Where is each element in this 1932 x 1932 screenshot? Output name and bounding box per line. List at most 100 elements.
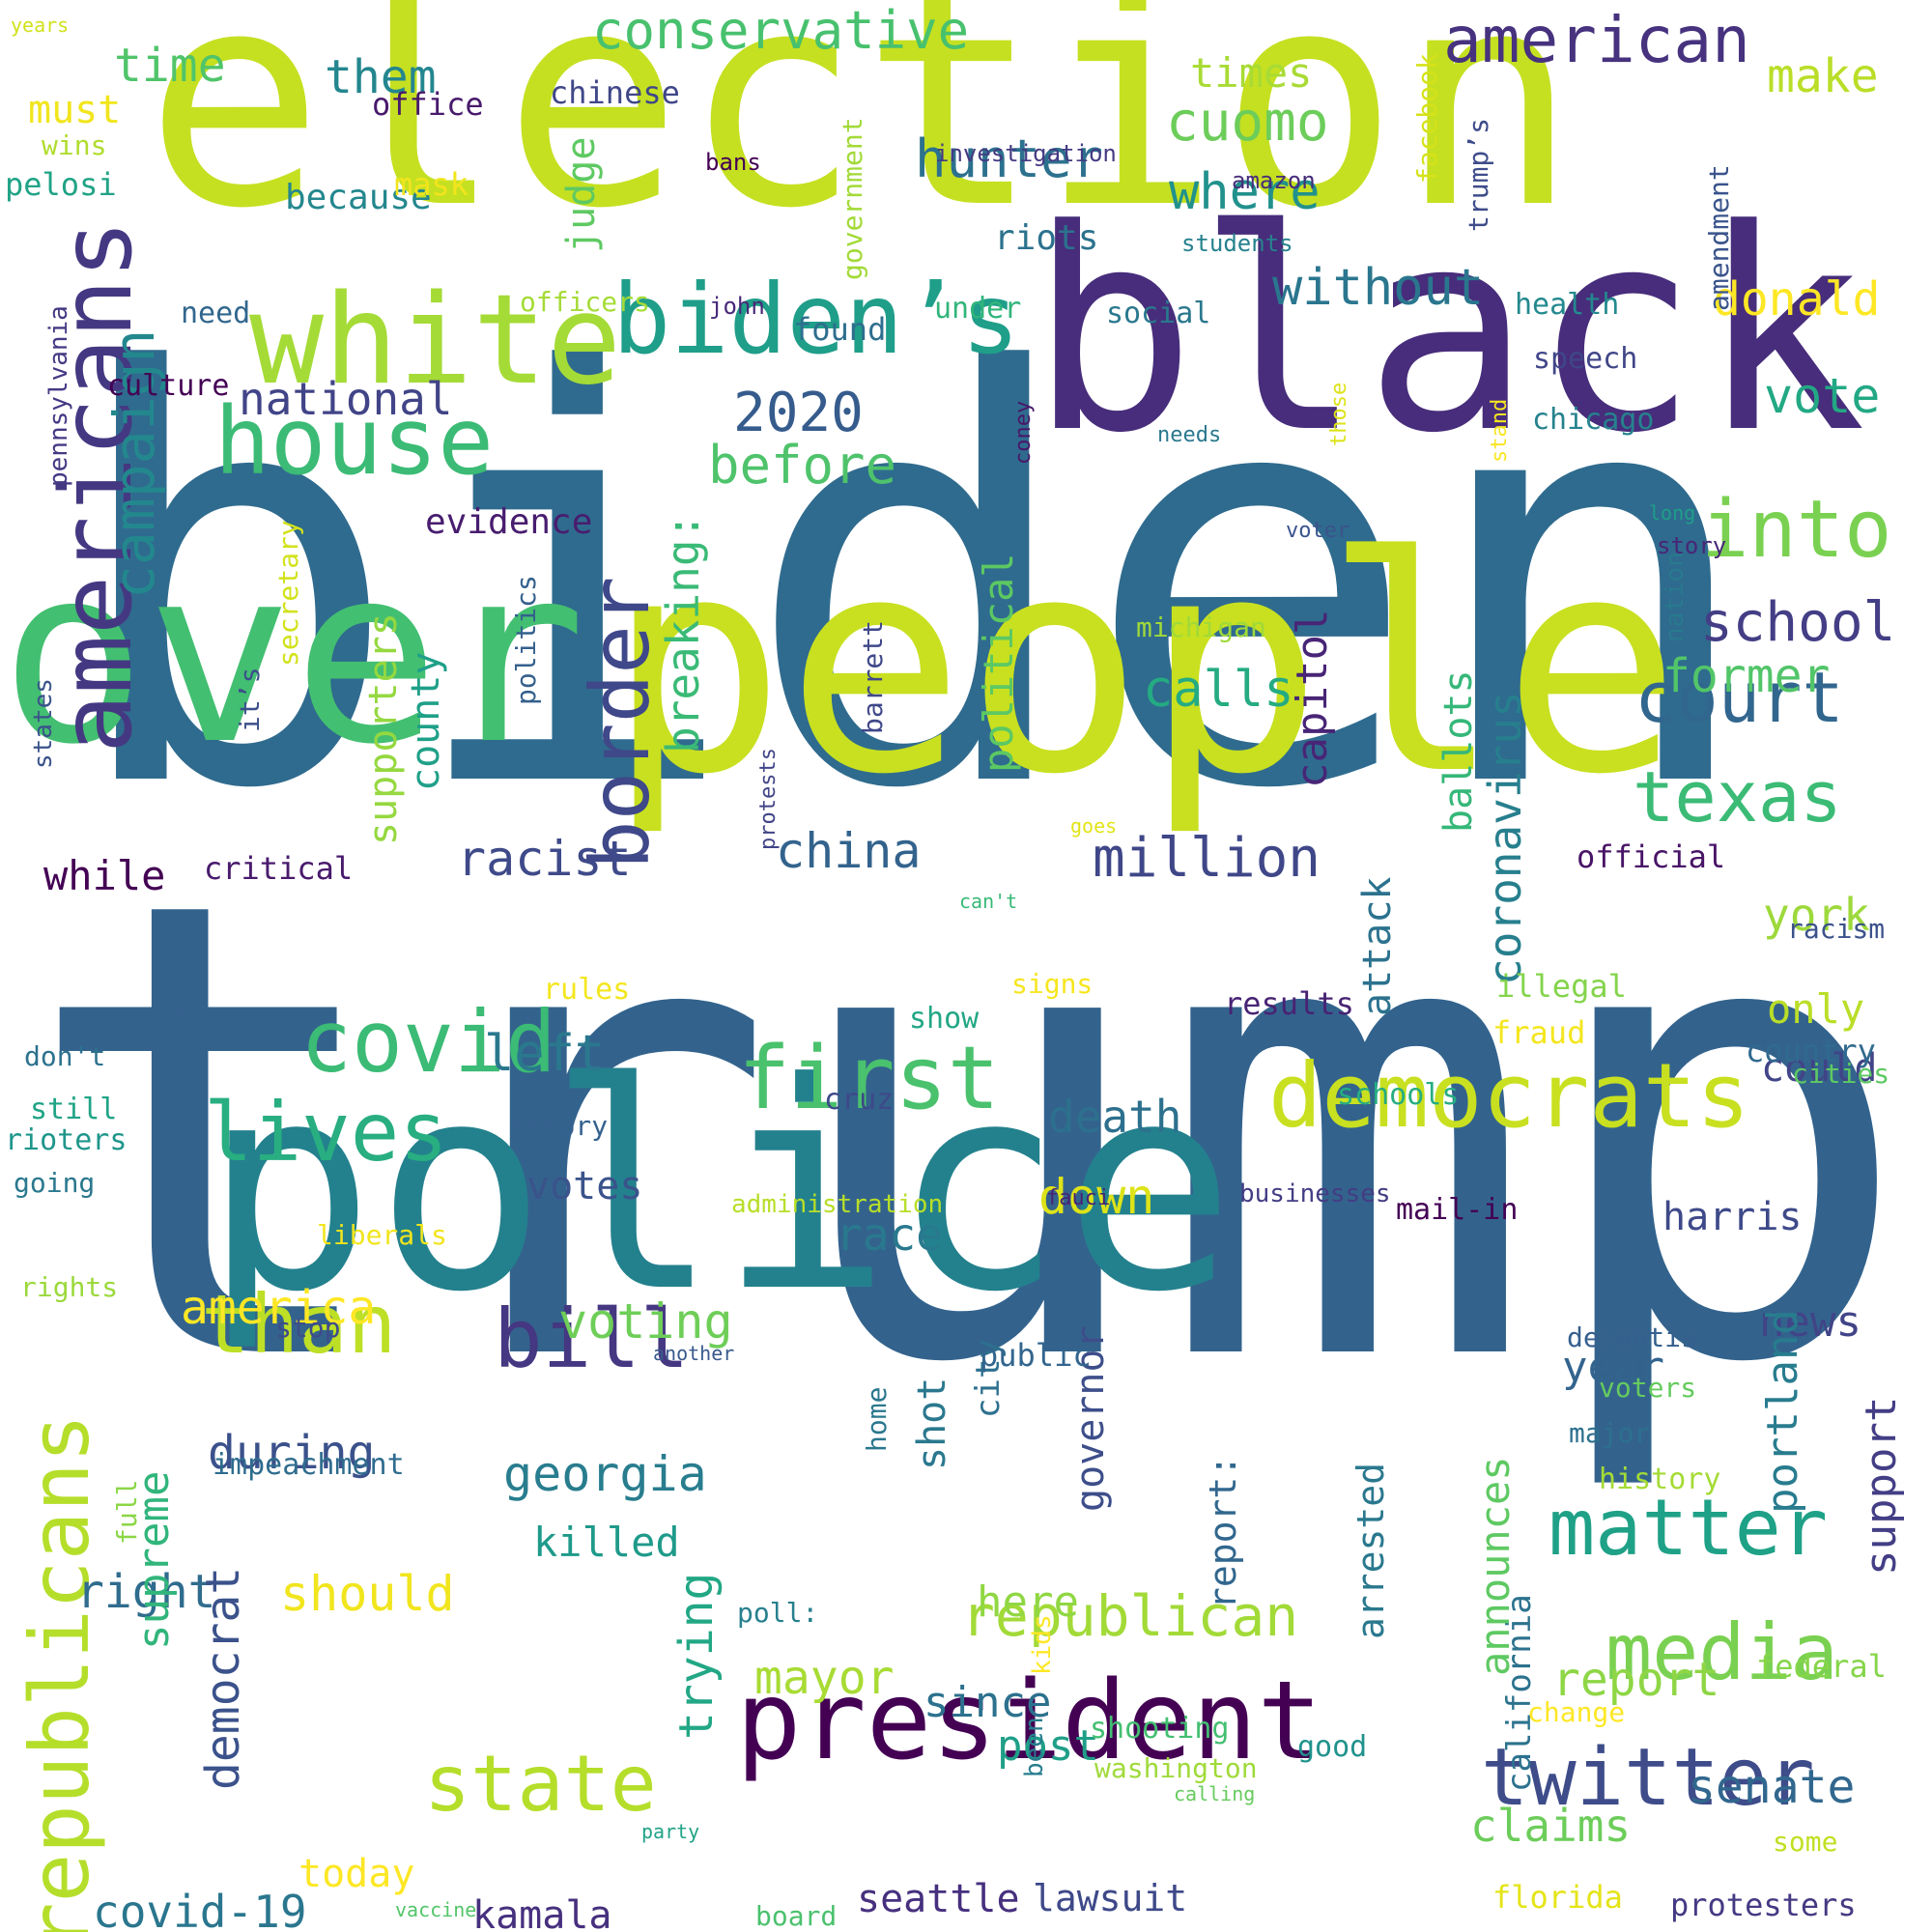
cloud-word: protests [756,748,781,850]
cloud-word: needs [1157,423,1222,447]
cloud-word: without [1272,259,1485,317]
cloud-word: culture [107,369,230,403]
cloud-word: can't [959,890,1018,913]
cloud-word: john [709,293,765,320]
cloud-word: since [923,1678,1052,1727]
cloud-word: senate [1688,1760,1856,1814]
cloud-word: need [181,297,251,330]
cloud-word: major [1569,1417,1651,1449]
cloud-word: businesses [1239,1179,1391,1208]
cloud-word: office [372,86,484,123]
cloud-word: mail-in [1396,1193,1519,1227]
cloud-word: voters [1599,1372,1697,1404]
cloud-word: florida [1492,1879,1623,1916]
cloud-word: officers [520,286,650,318]
cloud-word: barrett [857,619,889,734]
cloud-word: cruz [824,1083,895,1117]
cloud-word: hunter [915,128,1104,189]
cloud-word: state [424,1739,657,1829]
cloud-word: shot [910,1377,954,1470]
cloud-word: trump’s [1463,117,1494,232]
cloud-word: illegal [1496,968,1627,1005]
cloud-word: bill [494,1292,690,1386]
cloud-word: report: [1202,1454,1244,1609]
cloud-word: mask [394,166,469,203]
cloud-word: riots [994,218,1099,258]
cloud-word: news [1759,1297,1861,1347]
cloud-word: stop [275,1312,341,1344]
cloud-word: speech [1533,342,1638,376]
cloud-word: poll: [737,1597,819,1629]
cloud-word: must [28,88,122,132]
cloud-word: facebook [1411,53,1443,184]
cloud-word: politics [510,575,542,705]
cloud-word: voting [558,1293,733,1350]
cloud-word: under [934,292,1022,326]
cloud-word: seattle [857,1877,1020,1921]
cloud-word: while [43,852,166,899]
cloud-word: court [1634,657,1844,738]
cloud-word: here [977,1577,1079,1627]
cloud-word: where [1169,163,1321,221]
cloud-word: those [1327,382,1351,446]
cloud-word: fraud [1492,1014,1586,1051]
cloud-word: 2020 [733,382,864,444]
cloud-word: trying [669,1572,724,1740]
cloud-word: schools [1337,1078,1460,1112]
cloud-word: impeachment [213,1448,405,1482]
cloud-word: china [776,823,922,879]
cloud-word: conservative [592,0,970,61]
cloud-word: good [1297,1730,1368,1764]
cloud-word: house [214,387,494,496]
cloud-word: covid [300,992,556,1092]
cloud-word: school [1700,591,1896,654]
cloud-word: vaccine [395,1898,477,1921]
cloud-word: president [736,1659,1322,1784]
cloud-word: it’s [234,667,266,732]
cloud-word: texas [1633,756,1842,838]
cloud-word: judge [559,136,604,253]
cloud-word: administration [731,1190,944,1219]
cloud-word: party [641,1820,700,1843]
cloud-word: lives [204,1085,448,1179]
cloud-word: been [1020,1717,1049,1777]
cloud-word: liberals [317,1219,447,1251]
cloud-word: democrat [196,1566,250,1790]
cloud-word: cities [1792,1058,1890,1090]
cloud-word: capitol [1288,609,1337,788]
cloud-word: don't [24,1040,106,1072]
cloud-word: chinese [550,74,680,111]
cloud-word: police [203,1021,1236,1354]
cloud-word: investigation [935,140,1117,167]
cloud-word: trump [19,767,1916,1500]
cloud-word: race [836,1208,943,1261]
cloud-word: public [980,1337,1092,1374]
cloud-word: another [653,1342,735,1365]
cloud-word: announces [1471,1456,1519,1676]
cloud-word: some [1773,1826,1838,1858]
cloud-word: right [76,1565,216,1619]
cloud-word: cuomo [1166,91,1329,154]
cloud-word: only [1767,985,1865,1033]
cloud-word: calling [1174,1782,1256,1805]
cloud-word: mayor [754,1651,895,1705]
cloud-word: ballots [1436,669,1481,833]
cloud-word: border [573,576,668,869]
cloud-word: political [975,553,1022,773]
cloud-word: make [1767,49,1879,103]
cloud-word: million [1093,827,1321,890]
cloud-word: former [1662,649,1831,703]
cloud-word: chicago [1532,403,1655,437]
cloud-word: national [239,373,453,425]
cloud-word: change [1527,1696,1626,1728]
cloud-word: going [14,1167,96,1199]
cloud-word: fauci [1046,1186,1111,1210]
cloud-word: first [738,1028,1000,1129]
cloud-word: theory [510,1110,609,1142]
cloud-word: times [1190,49,1313,97]
cloud-word: federal [1756,1648,1887,1685]
cloud-word: home [861,1386,893,1452]
cloud-word: protesters [1670,1887,1857,1923]
cloud-word: shooting [1090,1712,1230,1746]
cloud-word: students [1181,230,1293,257]
